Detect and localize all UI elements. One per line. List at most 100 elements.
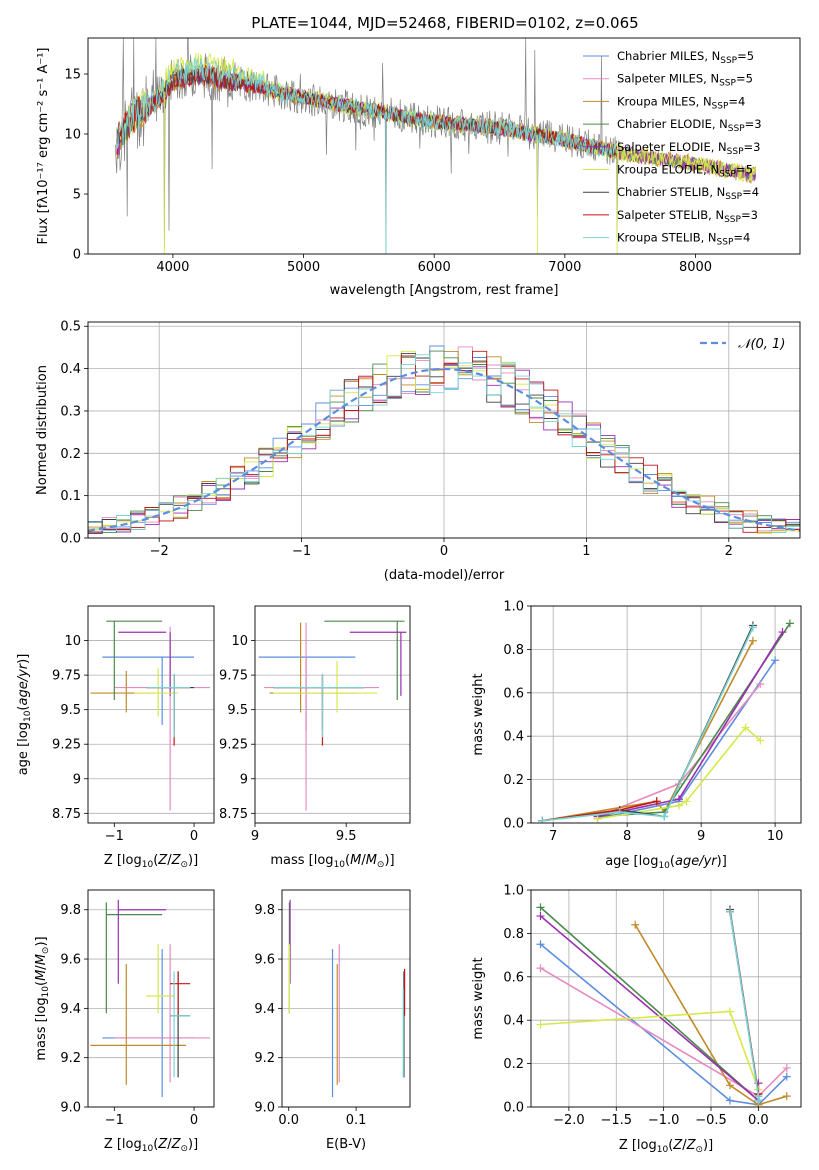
legend-label-chabrier_miles-part: =5 [737,49,754,63]
weight-point-kroupa_stelib [725,907,734,916]
y-axis-label-part: M [34,954,49,965]
x-tick-label: 8000 [679,260,712,275]
weight-line-kroupa_miles [541,640,754,822]
x-axis-label-part: / [167,1137,172,1152]
legend-label-chabrier_stelib: Chabrier STELIB, NSSP=4 [617,185,759,202]
x-axis-label-part: / [361,853,366,868]
legend-label-kroupa_elodie: Kroupa ELODIE, NSSP=5 [617,163,753,180]
weight-point-salpeter_miles [756,680,765,689]
x-tick-label: −1.5 [600,1113,632,1128]
y-tick-label: 9 [240,772,248,787]
axes-spectrum: 4000 5000 6000 7000 8000 0 5 10 15 wavelength [An… [36,37,801,298]
y-tick-label: 9.4 [254,1002,275,1017]
y-axis-label-part: / [34,965,49,970]
weight-point-kroupa_stelib [754,1096,763,1105]
x-axis-label-part: )] [188,1137,198,1152]
weight-point-kroupa_elodie [682,797,691,806]
y-tick-label: 0.4 [60,362,81,377]
x-axis-label-part: ( [670,854,675,869]
y-axis-label-part: )] [34,936,49,946]
y-tick-label: 0.6 [503,686,524,701]
x-axis-label-part: ( [345,853,350,868]
axes-frame [254,605,411,824]
x-tick-label: 6000 [418,260,451,275]
y-tick-label: 0.8 [503,643,524,658]
legend-label-chabrier_elodie-part: =3 [745,117,762,131]
x-axis-label-part: age/yr [675,854,718,869]
x-tick-label: 7 [549,829,557,844]
x-axis-label-part: Z [686,1138,697,1153]
x-axis-label-part: ( [153,1137,158,1152]
weight-point-kroupa_elodie [741,723,750,732]
y-tick-label: 0.5 [60,320,81,335]
weight-point-kroupa_miles [748,636,757,645]
x-tick-label: −1 [105,829,124,844]
legend-label-kroupa_elodie-part: =5 [736,163,753,177]
x-axis-label-part: Z [171,853,182,868]
x-axis-label: Z [log10(Z/Z⊙)] [104,1137,198,1154]
spectrum-lines [115,38,756,254]
model-spectrum-salpeter_stelib [116,64,618,158]
y-tick-label: 9.6 [60,953,81,968]
axes-mass_vs_Z: −1 09.09.29.49.69.8Z [log10(Z/Z⊙)]mass [l… [34,889,215,1154]
x-axis-label: age [log10(age/yr)] [605,854,727,871]
x-axis-label-part: / [167,853,172,868]
y-axis-label-part: 10 [23,710,33,722]
legend-label-chabrier_stelib-part: SSP [725,192,742,202]
y-tick-label: 10 [231,634,248,649]
errorbars [258,620,407,811]
legend-label-salpeter_miles-part: =5 [736,72,753,86]
y-axis-label-part: )] [16,654,31,664]
y-tick-label: 9.25 [219,738,248,753]
x-axis-label-part: Z [672,1138,683,1153]
y-tick-label: 8.75 [52,807,81,822]
weight-point-chabrier_miles [725,1096,734,1105]
x-axis-label-part: ⊙ [695,1145,703,1155]
weight-point-salpeter_elodie [778,628,787,637]
x-axis-label-part: ( [668,1138,673,1153]
x-axis-label-part: ⊙ [377,860,385,870]
axes-frame [87,321,801,539]
x-axis-label-part: Z [171,1137,182,1152]
x-axis-label-part: M [366,853,377,868]
legend-label-chabrier_miles: Chabrier MILES, NSSP=5 [617,49,754,66]
legend-label-chabrier_elodie-part: SSP [728,124,745,134]
legend-label-kroupa_miles-part: Kroupa MILES, N [617,94,712,108]
weight-point-kroupa_elodie [756,736,765,745]
y-tick-label: 15 [64,68,81,83]
y-tick-label: 0.2 [503,1057,524,1072]
y-tick-label: 0.4 [503,1014,524,1029]
weight-point-chabrier_miles [771,656,780,665]
weight-point-kroupa_elodie [536,1020,545,1029]
legend-label-salpeter_stelib-part: SSP [724,215,741,225]
x-axis-label-part: 10 [657,1145,669,1155]
axes-frame [530,605,802,824]
y-tick-label: 0.4 [503,730,524,745]
y-axis-label-part: 10 [41,986,51,998]
x-tick-label: 0 [190,829,198,844]
x-tick-label: 2 [725,544,733,559]
x-axis-label-part: 10 [658,861,670,871]
errorbars [90,620,211,811]
y-tick-label: 5 [73,188,81,203]
model-spectrum-kroupa_stelib [116,57,618,158]
legend-label-salpeter_elodie-part: SSP [727,147,744,157]
legend-label-salpeter_miles-part: Salpeter MILES, N [617,72,719,86]
legend-label-salpeter_elodie-part: =3 [744,140,761,154]
weight-point-kroupa_miles [631,920,640,929]
x-axis-label-part: 10 [334,860,346,870]
y-tick-label: 10 [64,634,81,649]
y-tick-label: 0.1 [60,489,81,504]
weight-point-salpeter_miles [782,1063,791,1072]
x-tick-label: 9 [251,829,259,844]
y-tick-label: 9.2 [60,1051,81,1066]
x-tick-label: 4000 [156,260,189,275]
x-tick-label: 9 [697,829,705,844]
x-axis-label: (data-model)/error [384,568,505,583]
x-tick-label: −2.0 [553,1113,585,1128]
legend-label-normal: 𝒩(0, 1) [738,337,785,352]
x-tick-label: −1.0 [648,1113,680,1128]
x-axis-label: mass [log10(M/M⊙)] [270,853,394,870]
y-tick-label: 0.2 [503,773,524,788]
